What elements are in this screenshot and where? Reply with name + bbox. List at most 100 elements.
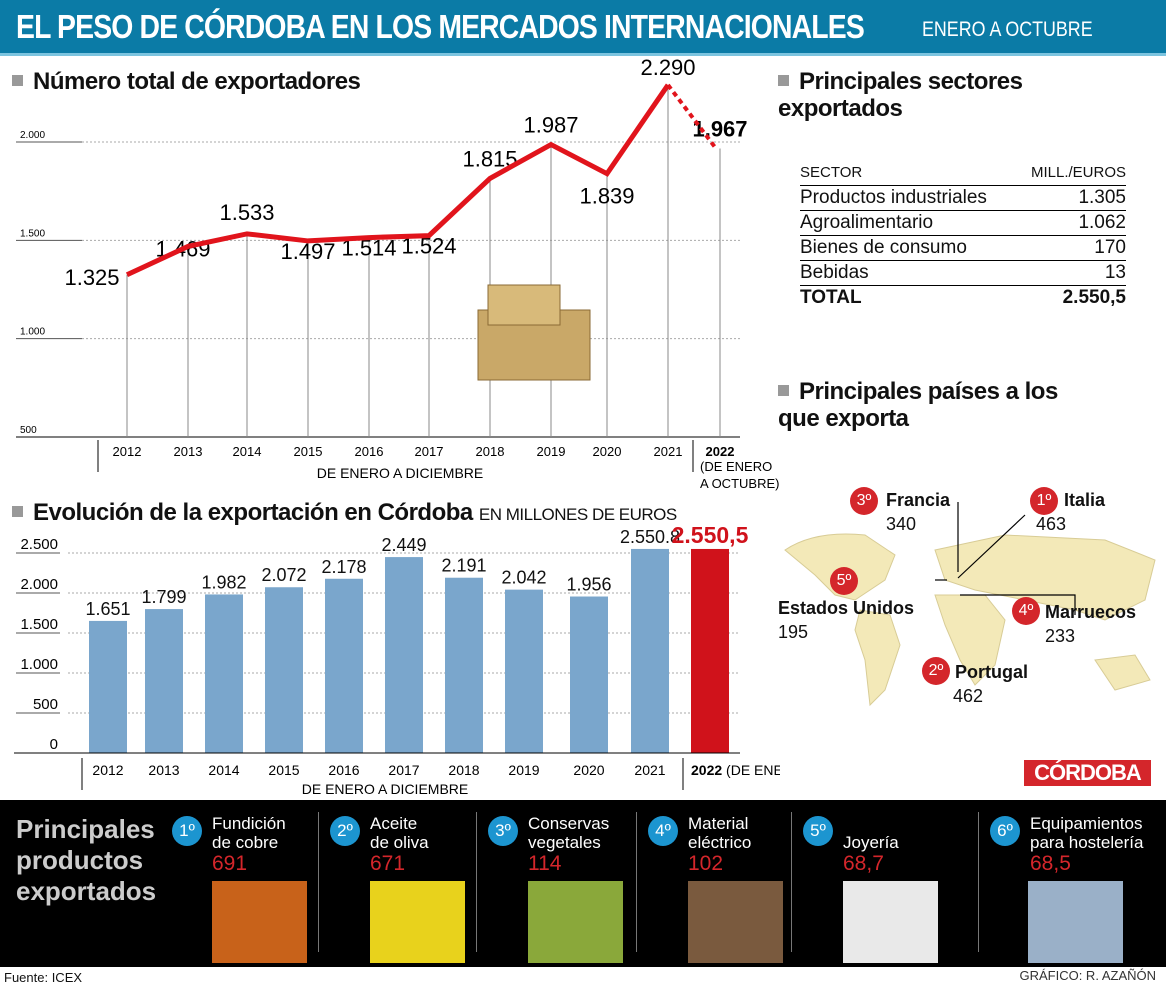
x-tick-label: 2019: [537, 444, 566, 459]
product-photo: [370, 881, 465, 963]
total-label: TOTAL: [800, 286, 862, 308]
col-value: MILL./EUROS: [1030, 163, 1126, 181]
countries-title-text: Principales países a los que exporta: [778, 378, 1058, 432]
country-value: 233: [1045, 626, 1076, 646]
product-rank: 3º: [488, 816, 518, 846]
country-rank: 3º: [850, 487, 878, 515]
bar: [570, 596, 608, 753]
product-name-2: Joyería: [843, 833, 899, 852]
data-label: 2.178: [321, 557, 366, 577]
product-value: 671: [370, 852, 406, 875]
data-label: 2.191: [441, 556, 486, 576]
data-label: 2.550,5: [672, 522, 749, 548]
product-rank: 4º: [648, 816, 678, 846]
product-name-1: Conservas: [528, 814, 610, 833]
data-label: 1.651: [85, 599, 130, 619]
product-photo: [212, 881, 307, 963]
last-note-1: (DE ENERO: [700, 459, 772, 474]
x-tick-label: 2017: [388, 762, 419, 778]
bar: [445, 577, 483, 753]
bar-subtitle: EN MILLONES DE EUROS: [478, 505, 677, 524]
y-tick-label: 1.000: [20, 327, 45, 338]
bar-chart-title: Evolución de la exportación en Córdoba E…: [12, 499, 677, 528]
divider: [978, 812, 979, 952]
product-item: 2º Aceite de oliva 671: [330, 812, 490, 963]
product-item: 1º Fundición de cobre 691: [172, 812, 332, 963]
sector-name: Productos industriales: [800, 186, 987, 208]
data-label: 2.042: [501, 568, 546, 588]
x-tick-label: 2015: [294, 444, 323, 459]
bar: [205, 594, 243, 753]
product-value: 691: [212, 852, 248, 875]
x-note: DE ENERO A DICIEMBRE: [302, 781, 468, 797]
data-label: 2.550.8: [620, 527, 680, 547]
divider: [791, 812, 792, 952]
product-rank: 5º: [803, 816, 833, 846]
bar: [385, 557, 423, 753]
data-label: 2.072: [261, 565, 306, 585]
sectors-title-text: Principales sectores exportados: [778, 68, 1023, 122]
country-name: Italia: [1064, 490, 1106, 510]
country-value: 463: [1036, 514, 1067, 534]
bar: [691, 548, 729, 753]
country-rank: 4º: [1012, 597, 1040, 625]
divider: [636, 812, 637, 952]
x-tick-label: 2018: [476, 444, 505, 459]
total-value: 2.550,5: [1062, 286, 1126, 308]
country-rank: 2º: [922, 657, 950, 685]
country-label: Marruecos 233: [1045, 600, 1136, 648]
bar-title-text: Evolución de la exportación en Córdoba: [33, 499, 473, 526]
product-photo: [1028, 881, 1123, 963]
product-photo: [843, 881, 938, 963]
product-name-2: eléctrico: [688, 833, 752, 852]
line-series: [125, 83, 671, 278]
last-x-label: 2022 (DE ENERO A OCTUBRE): [691, 762, 780, 778]
main-title: EL PESO DE CÓRDOBA EN LOS MERCADOS INTER…: [16, 8, 865, 45]
sector-name: Bebidas: [800, 261, 869, 283]
data-label: 1.956: [566, 575, 611, 595]
last-note-2: A OCTUBRE): [700, 476, 779, 491]
x-tick-label: 2018: [448, 762, 479, 778]
x-note: DE ENERO A DICIEMBRE: [317, 465, 483, 481]
y-tick-label: 2.000: [20, 130, 45, 141]
x-tick-label: 2014: [208, 762, 239, 778]
x-tick-label: 2020: [593, 444, 622, 459]
bar-chart: 0 500 1.000 1.500 2.000 2.500 1.651 2012 1.799 20…: [14, 522, 780, 797]
sector-value: 1.305: [1078, 186, 1126, 208]
product-value: 114: [528, 852, 562, 875]
x-tick-label: 2021: [634, 762, 665, 778]
y-tick-label: 1.000: [20, 656, 58, 673]
country-label: Estados Unidos 195: [778, 596, 914, 644]
country-name: Francia: [886, 490, 951, 510]
data-label: 1.325: [64, 265, 119, 290]
x-tick-label: 2013: [148, 762, 179, 778]
data-label: 2.449: [381, 535, 426, 555]
x-tick-label: 2022: [706, 444, 735, 459]
bar: [265, 587, 303, 753]
products-title: Principales productos exportados: [16, 814, 156, 907]
product-item: 5º Joyería 68,7: [803, 812, 963, 963]
product-name-2: para hostelería: [1030, 833, 1144, 852]
country-label: Portugal 462: [953, 660, 1028, 708]
header-banner: EL PESO DE CÓRDOBA EN LOS MERCADOS INTER…: [0, 0, 1166, 56]
line-title-text: Número total de exportadores: [33, 68, 361, 95]
y-tick-label: 1.500: [20, 228, 45, 239]
sector-value: 1.062: [1078, 211, 1126, 233]
product-rank: 1º: [172, 816, 202, 846]
data-label: 2.290: [640, 55, 695, 80]
sector-row: Bebidas 13: [800, 260, 1126, 285]
product-name-2: vegetales: [528, 833, 601, 852]
x-tick-label: 2017: [415, 444, 444, 459]
product-value: 68,7: [843, 852, 884, 875]
country-value: 340: [886, 514, 917, 534]
bar: [325, 578, 363, 753]
product-name-1: Material: [688, 814, 749, 833]
sector-name: Agroalimentario: [800, 211, 934, 233]
y-tick-label: 2.500: [20, 536, 58, 553]
col-sector: SECTOR: [800, 163, 863, 181]
x-tick-label: 2014: [233, 444, 262, 459]
line-chart-title: Número total de exportadores: [12, 68, 361, 95]
sector-value: 13: [1104, 261, 1126, 283]
source-note: Fuente: ICEX: [4, 970, 83, 985]
product-value: 68,5: [1030, 852, 1071, 875]
